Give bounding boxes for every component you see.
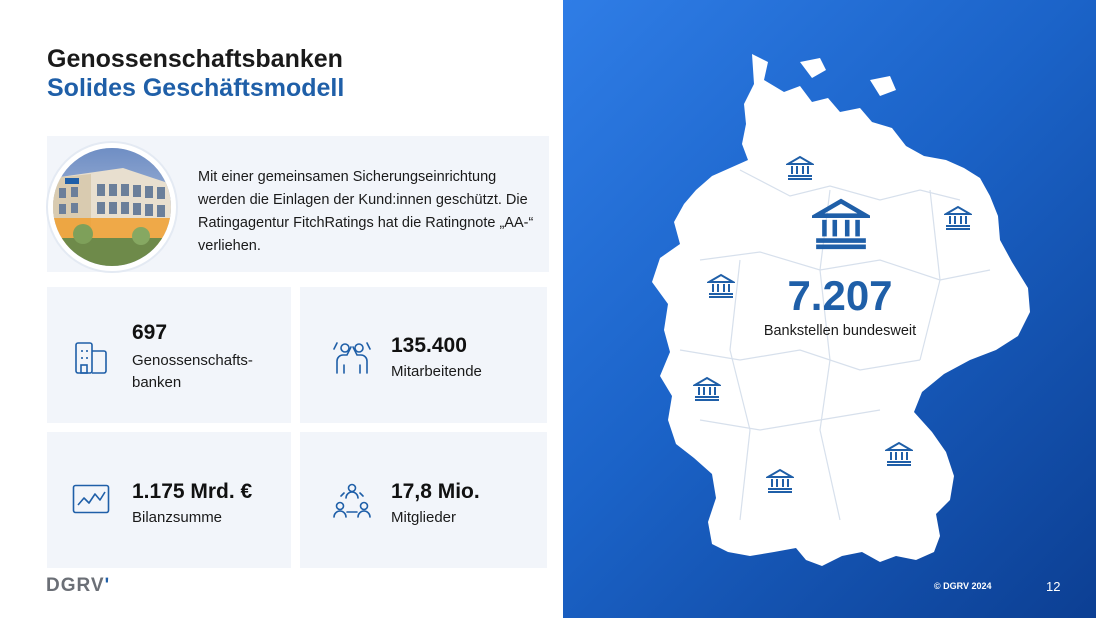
bank-branch-count: 7.207 bbox=[787, 272, 893, 319]
stat-label-banks-line2: banken bbox=[132, 374, 182, 391]
copyright: © DGRV 2024 bbox=[934, 581, 992, 591]
logo-tick-icon: ʹ bbox=[104, 575, 111, 596]
stat-value-employees: 135.400 bbox=[391, 334, 467, 357]
stat-value-balance: 1.175 Mrd. € bbox=[132, 480, 253, 503]
bank-icon bbox=[942, 205, 974, 236]
state-borders bbox=[679, 169, 991, 521]
germany-map-shape bbox=[652, 54, 1030, 566]
team-icon bbox=[332, 339, 372, 380]
bank-icon bbox=[705, 273, 737, 304]
stat-label-members: Mitglieder bbox=[391, 509, 457, 526]
stat-label-banks-line1: Genossenschafts- bbox=[132, 352, 253, 369]
stat-card-employees: 135.400 Mitarbeitende bbox=[300, 287, 547, 423]
stat-card-balance: 1.175 Mrd. € Bilanzsumme bbox=[47, 432, 291, 568]
building-photo-illustration bbox=[53, 148, 171, 266]
page-title: Genossenschaftsbanken bbox=[47, 45, 343, 73]
bank-icon-large bbox=[807, 197, 875, 256]
bank-icon bbox=[784, 155, 816, 186]
chart-icon bbox=[72, 484, 110, 519]
stat-card-banks: 697 Genossenschafts- banken bbox=[47, 287, 291, 423]
bank-icon bbox=[883, 441, 915, 472]
stat-label-balance: Bilanzsumme bbox=[132, 509, 223, 526]
bank-branch-caption: Bankstellen bundesweit bbox=[763, 323, 917, 339]
stat-value-banks: 697 bbox=[132, 321, 168, 344]
bank-icon bbox=[764, 468, 796, 499]
intro-text: Mit einer gemeinsamen Sicherungseinricht… bbox=[198, 169, 534, 254]
stat-value-members: 17,8 Mio. bbox=[391, 480, 480, 503]
bank-icon bbox=[691, 376, 723, 407]
stat-label-employees: Mitarbeitende bbox=[391, 363, 482, 380]
page-number: 12 bbox=[1046, 579, 1061, 594]
bank-building-photo bbox=[48, 143, 176, 271]
building-icon bbox=[73, 337, 109, 382]
dgrv-logo: DGRVʹ bbox=[46, 575, 110, 597]
page-subtitle: Solides Geschäftsmodell bbox=[47, 74, 345, 102]
members-icon bbox=[332, 482, 372, 525]
stat-card-members: 17,8 Mio. Mitglieder bbox=[300, 432, 547, 568]
germany-map bbox=[652, 54, 1030, 566]
logo-text: DGRV bbox=[46, 575, 105, 596]
